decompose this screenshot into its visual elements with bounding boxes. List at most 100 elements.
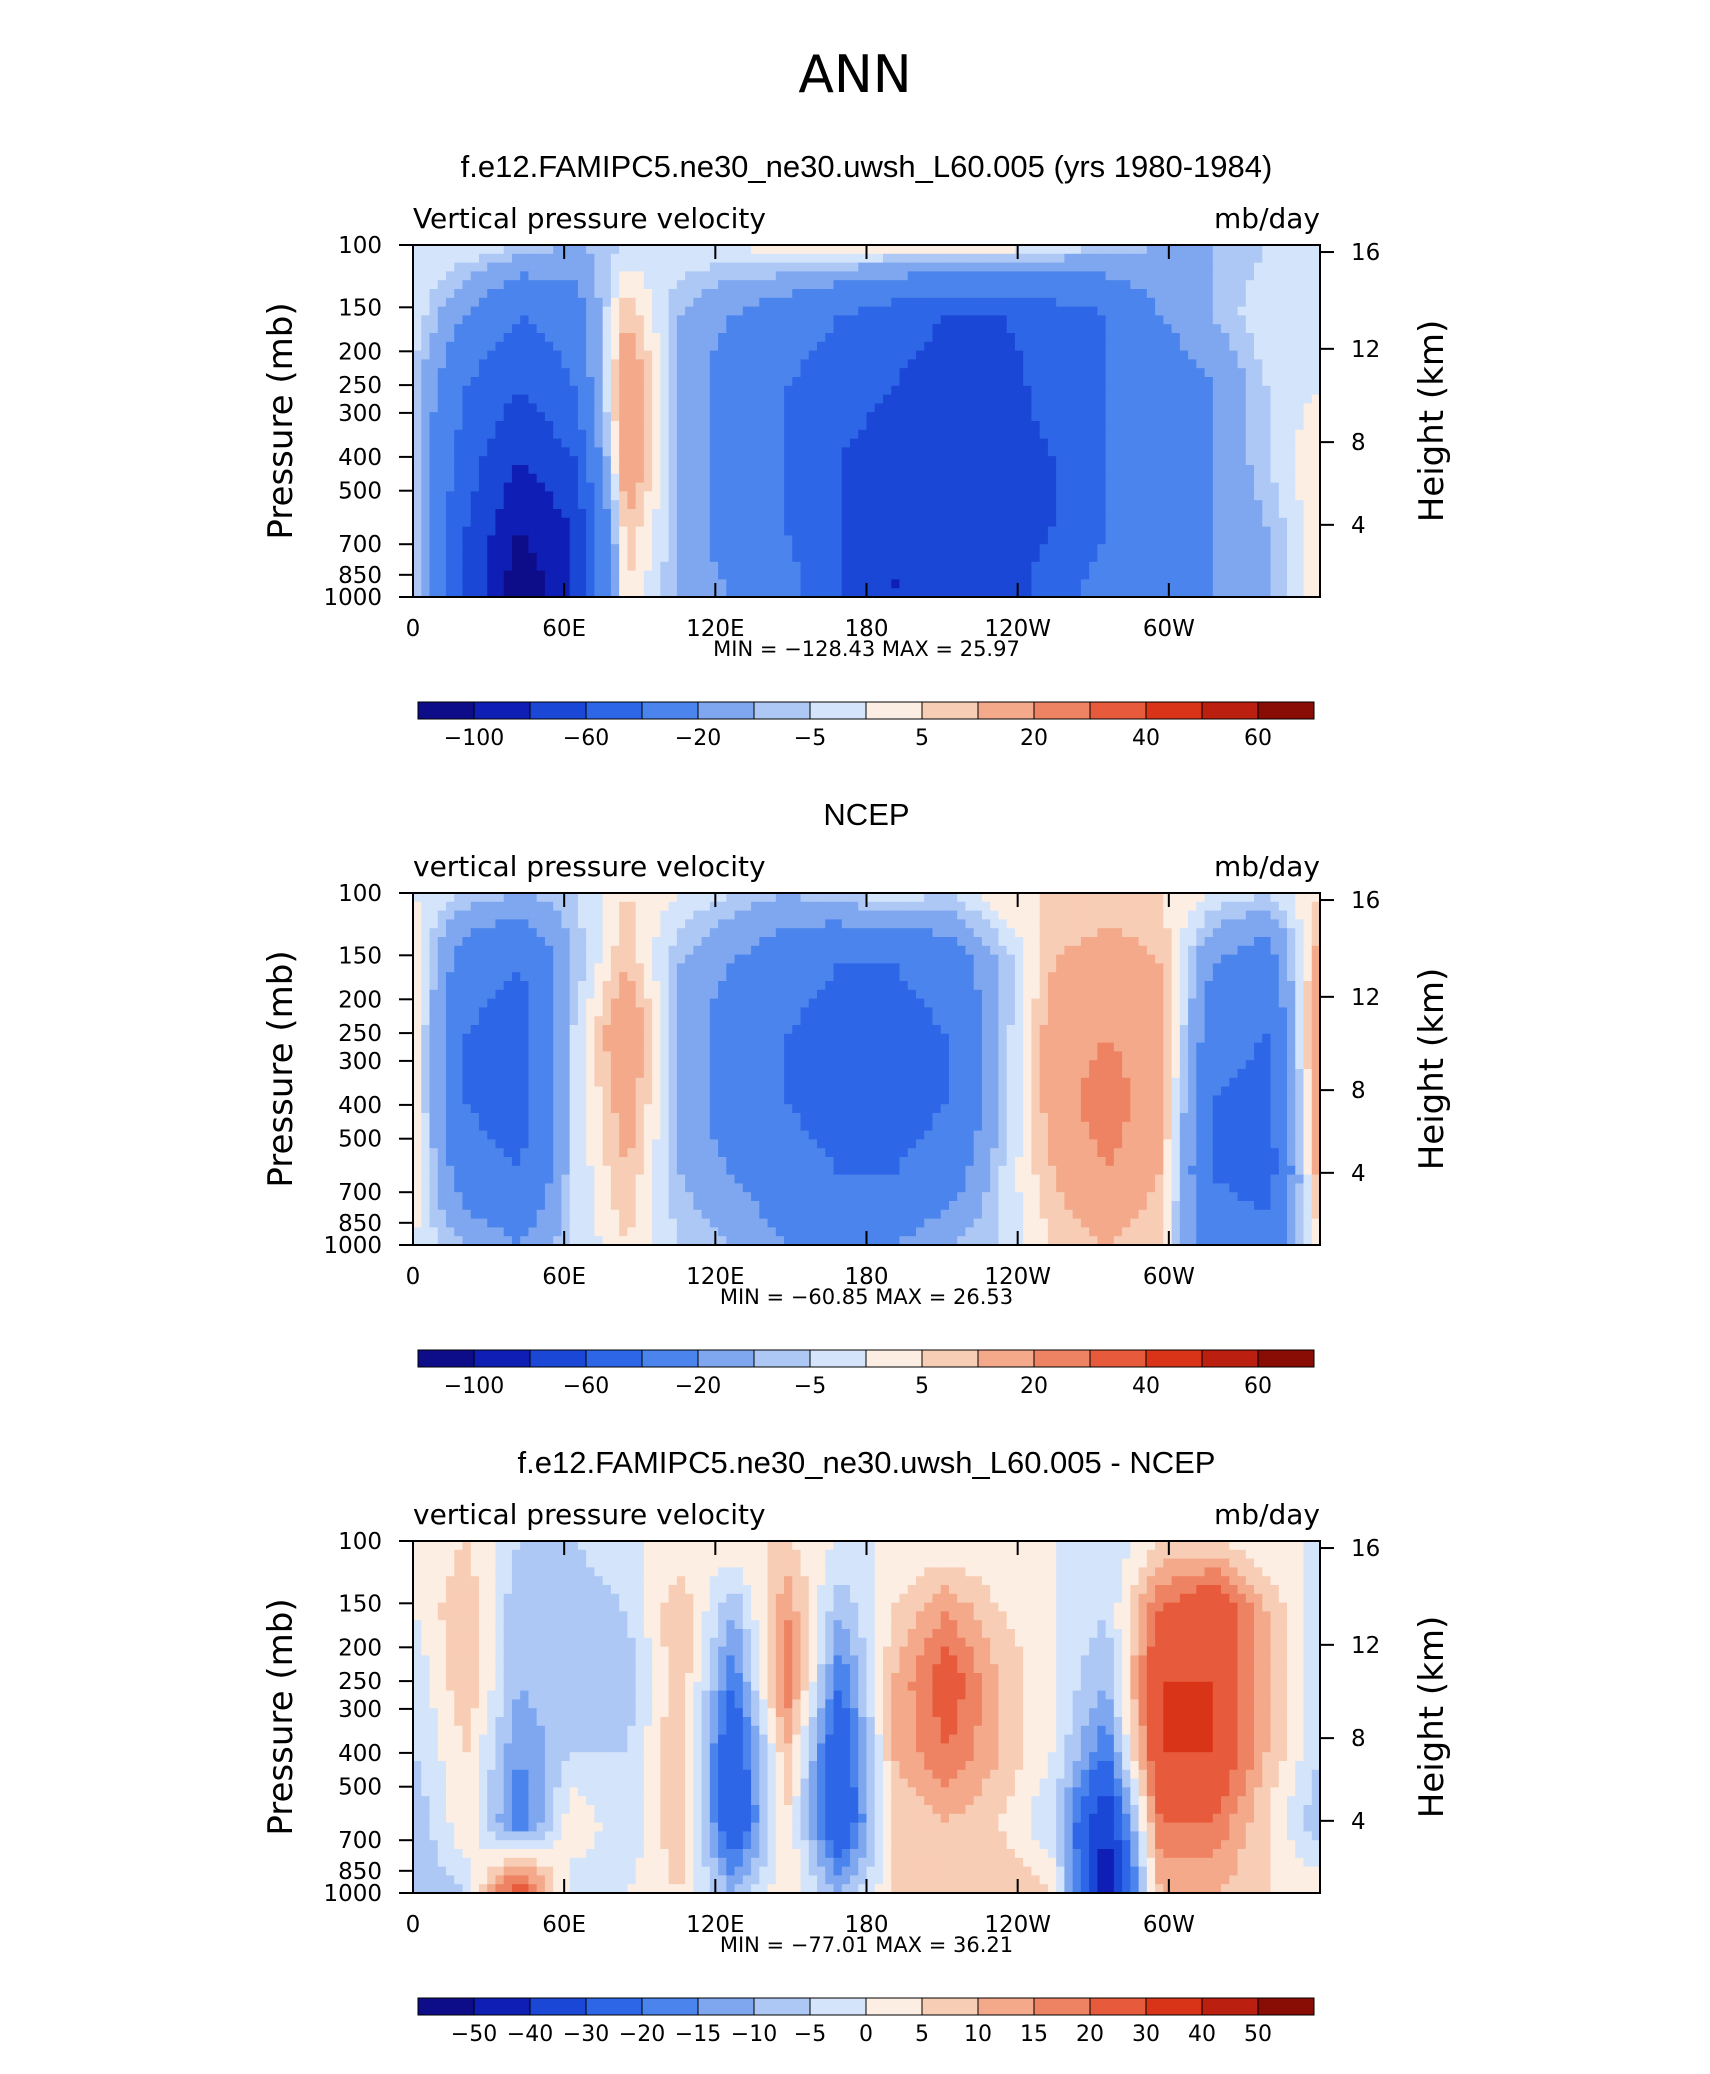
heatmap-cell — [1212, 289, 1222, 299]
heatmap-cell — [1303, 315, 1313, 325]
heatmap-cell — [940, 280, 950, 290]
heatmap-cell — [767, 385, 777, 396]
heatmap-cell — [1237, 385, 1247, 396]
heatmap-cell — [990, 412, 1000, 422]
heatmap-cell — [1138, 517, 1148, 528]
heatmap-cell — [709, 377, 719, 387]
heatmap-cell — [470, 412, 480, 422]
heatmap-cell — [907, 588, 917, 598]
heatmap-cell — [1097, 253, 1107, 264]
heatmap-cell — [907, 350, 917, 360]
heatmap-cell — [1163, 517, 1173, 528]
heatmap-cell — [544, 919, 554, 929]
heatmap-cell — [866, 500, 876, 510]
heatmap-cell — [610, 561, 620, 572]
heatmap-cell — [503, 561, 513, 572]
heatmap-cell — [1229, 377, 1239, 387]
heatmap-cell — [445, 465, 455, 475]
heatmap-cell — [948, 509, 958, 519]
heatmap-cell — [1171, 509, 1181, 519]
heatmap-cell — [536, 901, 546, 912]
heatmap-cell — [940, 544, 950, 554]
heatmap-cell — [701, 368, 711, 378]
heatmap-cell — [454, 253, 464, 264]
heatmap-cell — [1113, 893, 1123, 903]
heatmap-cell — [784, 901, 793, 912]
heatmap-cell — [800, 561, 810, 572]
heatmap-cell — [1006, 553, 1016, 563]
heatmap-cell — [726, 368, 736, 378]
heatmap-cell — [948, 289, 958, 299]
heatmap-cell — [1262, 482, 1272, 492]
heatmap-cell — [602, 306, 612, 316]
heatmap-cell — [709, 289, 719, 299]
heatmap-cell — [866, 253, 876, 264]
heatmap-cell — [1146, 429, 1156, 440]
heatmap-cell — [421, 526, 431, 536]
heatmap-cell — [586, 447, 595, 457]
heatmap-cell — [421, 306, 431, 316]
heatmap-cell — [1245, 262, 1255, 272]
heatmap-cell — [1245, 526, 1255, 536]
heatmap-cell — [1295, 465, 1305, 475]
heatmap-cell — [709, 297, 719, 308]
heatmap-cell — [965, 429, 975, 440]
heatmap-cell — [850, 333, 859, 343]
heatmap-cell — [536, 324, 546, 334]
heatmap-cell — [1171, 473, 1181, 484]
heatmap-cell — [544, 928, 554, 938]
heatmap-cell — [478, 465, 488, 475]
heatmap-cell — [668, 377, 678, 387]
heatmap-cell — [569, 350, 579, 360]
heatmap-cell — [882, 315, 892, 325]
heatmap-cell — [742, 579, 752, 589]
heatmap-cell — [1113, 306, 1123, 316]
heatmap-cell — [932, 394, 942, 404]
heatmap-cell — [1229, 297, 1239, 308]
heatmap-cell — [1237, 289, 1247, 299]
heatmap-cell — [1014, 377, 1024, 387]
heatmap-cell — [800, 324, 810, 334]
heatmap-cell — [594, 509, 604, 519]
heatmap-cell — [1245, 394, 1255, 404]
heatmap-cell — [981, 579, 991, 589]
heatmap-cell — [1056, 350, 1065, 360]
heatmap-cell — [899, 588, 909, 598]
heatmap-cell — [660, 928, 670, 938]
heatmap-cell — [520, 544, 530, 554]
heatmap-cell — [1171, 306, 1181, 316]
heatmap-cell — [495, 377, 505, 387]
heatmap-cell — [685, 271, 694, 281]
heatmap-cell — [553, 333, 563, 343]
heatmap-cell — [1188, 297, 1197, 308]
heatmap-cell — [1295, 253, 1305, 264]
heatmap-cell — [602, 456, 612, 466]
heatmap-cell — [767, 500, 777, 510]
heatmap-cell — [701, 491, 711, 501]
heatmap-cell — [751, 447, 760, 457]
heatmap-cell — [1056, 893, 1065, 903]
heatmap-cell — [1113, 491, 1123, 501]
heatmap-cell — [1006, 919, 1016, 929]
heatmap-cell — [643, 412, 653, 422]
heatmap-cell — [1122, 394, 1131, 404]
heatmap-cell — [932, 333, 942, 343]
heatmap-cell — [792, 377, 802, 387]
heatmap-cell — [553, 473, 563, 484]
heatmap-cell — [948, 893, 958, 903]
heatmap-cell — [610, 447, 620, 457]
heatmap-cell — [965, 306, 975, 316]
heatmap-cell — [841, 394, 851, 404]
heatmap-cell — [718, 394, 727, 404]
heatmap-cell — [1105, 306, 1115, 316]
heatmap-cell — [503, 333, 513, 343]
heatmap-cell — [495, 588, 505, 598]
heatmap-cell — [503, 289, 513, 299]
heatmap-cell — [907, 553, 917, 563]
heatmap-cell — [965, 350, 975, 360]
heatmap-cell — [784, 473, 793, 484]
heatmap-cell — [676, 297, 686, 308]
heatmap-cell — [495, 517, 505, 528]
heatmap-cell — [932, 315, 942, 325]
heatmap-cell — [1122, 385, 1131, 396]
